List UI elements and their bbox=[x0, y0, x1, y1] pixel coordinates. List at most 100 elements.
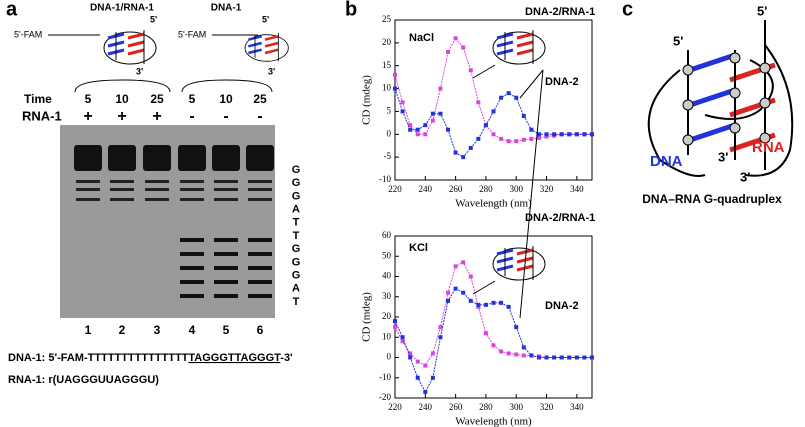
data-point bbox=[536, 135, 541, 140]
data-point bbox=[423, 389, 428, 394]
x-tick-label: 220 bbox=[388, 184, 402, 194]
data-point bbox=[476, 136, 481, 141]
data-point bbox=[529, 136, 534, 141]
data-point bbox=[476, 302, 481, 307]
data-point bbox=[590, 132, 594, 137]
data-point bbox=[408, 123, 413, 128]
band bbox=[214, 198, 238, 201]
brace bbox=[181, 79, 273, 93]
data-point bbox=[582, 355, 587, 360]
y-tick-label: 15 bbox=[382, 60, 392, 70]
y-tick-label: -10 bbox=[379, 372, 391, 382]
panel-letter: c bbox=[622, 0, 633, 20]
gel-bands bbox=[74, 145, 274, 298]
band bbox=[248, 252, 272, 256]
data-point bbox=[438, 335, 443, 340]
data-point bbox=[506, 91, 511, 96]
data-point bbox=[393, 72, 397, 77]
band bbox=[248, 198, 272, 201]
time-value: 10 bbox=[219, 92, 233, 106]
annotation: DNA-2 bbox=[545, 300, 579, 312]
data-point bbox=[423, 132, 428, 137]
arrow bbox=[472, 280, 496, 295]
annotation: DNA-2/RNA-1 bbox=[525, 6, 595, 18]
data-point bbox=[521, 114, 526, 118]
band bbox=[145, 198, 169, 201]
y-tick-label: 25 bbox=[382, 14, 392, 24]
data-point bbox=[415, 132, 420, 137]
data-point bbox=[521, 345, 526, 350]
band bbox=[214, 188, 238, 191]
data-point bbox=[430, 111, 435, 116]
data-point bbox=[506, 304, 511, 309]
data-point bbox=[544, 132, 549, 137]
data-point bbox=[430, 351, 435, 356]
sequence-letter: G bbox=[292, 164, 301, 176]
x-axis-label: Wavelength (nm) bbox=[455, 198, 532, 210]
sequence-letter: G bbox=[292, 256, 301, 268]
band bbox=[214, 252, 238, 256]
data-point bbox=[400, 100, 405, 105]
x-tick-label: 300 bbox=[509, 184, 523, 194]
lane-number: 6 bbox=[257, 323, 264, 337]
band bbox=[76, 198, 100, 201]
data-point bbox=[400, 109, 405, 114]
x-axis-label: Wavelength (nm) bbox=[455, 416, 532, 427]
data-point bbox=[400, 339, 405, 344]
x-tick-label: 340 bbox=[570, 184, 584, 194]
data-point bbox=[408, 351, 413, 356]
quadruplex-icon bbox=[243, 31, 290, 63]
lane-number: 1 bbox=[85, 323, 92, 337]
y-tick-label: -10 bbox=[379, 174, 391, 184]
data-point bbox=[476, 100, 481, 105]
end-label: 5' bbox=[262, 14, 269, 24]
data-point bbox=[393, 325, 397, 330]
end-label: 5' bbox=[150, 14, 157, 24]
fam-label: 5'-FAM bbox=[178, 29, 206, 39]
band bbox=[76, 188, 100, 191]
loop bbox=[744, 20, 794, 177]
rna-label: RNA-1 bbox=[22, 108, 62, 123]
data-point bbox=[574, 132, 579, 137]
data-point bbox=[483, 302, 488, 307]
lane-numbers: 1 2 3 4 5 6 bbox=[85, 323, 264, 337]
rna-sign: + bbox=[152, 108, 161, 125]
sequence-letter: T bbox=[293, 230, 300, 242]
caption: DNA–RNA G-quadruplex bbox=[642, 192, 782, 206]
data-point bbox=[415, 375, 420, 380]
x-tick-label: 260 bbox=[449, 184, 463, 194]
plot-frame bbox=[394, 19, 593, 181]
band bbox=[214, 280, 238, 284]
chart: -10 -5 0 5 10 15 20 25 220 240 260 280 300 320 340 Wave… bbox=[361, 6, 596, 210]
data-point bbox=[468, 68, 473, 73]
band bbox=[248, 294, 272, 298]
data-point bbox=[423, 123, 428, 128]
data-point bbox=[491, 300, 496, 305]
data-point bbox=[574, 355, 579, 360]
band bbox=[180, 180, 204, 183]
data-point bbox=[393, 86, 397, 91]
y-tick-label: 10 bbox=[382, 331, 392, 341]
data-point bbox=[408, 355, 413, 360]
fam-label: 5'-FAM bbox=[14, 29, 42, 39]
sequence-letter: A bbox=[292, 204, 300, 216]
data-point bbox=[468, 274, 473, 279]
data-point bbox=[506, 351, 511, 356]
data-point bbox=[400, 335, 405, 340]
data-point bbox=[514, 139, 519, 144]
data-point bbox=[567, 355, 572, 360]
sequence-letter: G bbox=[292, 270, 301, 282]
annotation: DNA-2 bbox=[545, 76, 579, 88]
brace bbox=[74, 79, 171, 93]
y-axis-label: CD (mdeg) bbox=[361, 292, 373, 342]
data-point bbox=[393, 319, 397, 324]
time-label: Time bbox=[24, 92, 52, 106]
x-tick-label: 300 bbox=[509, 402, 523, 412]
band bbox=[248, 188, 272, 191]
data-point bbox=[446, 50, 451, 54]
data-point bbox=[483, 331, 488, 336]
